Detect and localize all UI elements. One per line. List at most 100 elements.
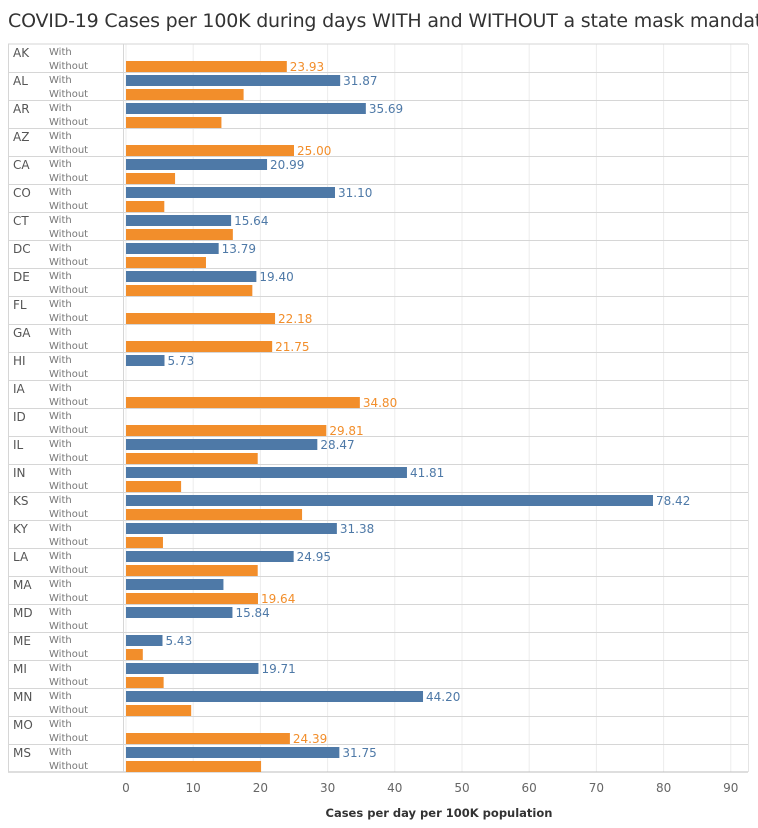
state-label: KS (13, 494, 29, 508)
bar-without (126, 61, 287, 72)
state-label: ID (13, 410, 26, 424)
x-tick-label: 10 (186, 781, 201, 795)
without-row-label: Without (49, 145, 88, 156)
without-row-label: Without (49, 761, 88, 772)
without-row-label: Without (49, 425, 88, 436)
bar-with (126, 663, 259, 674)
bar-with (126, 635, 163, 646)
data-label-without: 24.39 (293, 732, 327, 746)
with-row-label: With (49, 159, 72, 170)
with-row-label: With (49, 551, 72, 562)
bar-with (126, 579, 224, 590)
bar-with (126, 747, 340, 758)
without-row-label: Without (49, 453, 88, 464)
bar-with (126, 439, 318, 450)
data-label-with: 15.64 (234, 214, 268, 228)
bar-with (126, 495, 653, 506)
with-row-label: With (49, 411, 72, 422)
bar-without (126, 761, 262, 772)
bar-without (126, 285, 253, 296)
with-row-label: With (49, 635, 72, 646)
data-label-with: 41.81 (410, 466, 444, 480)
without-row-label: Without (49, 621, 88, 632)
data-label-with: 5.43 (165, 634, 192, 648)
with-row-label: With (49, 299, 72, 310)
data-label-without: 19.64 (261, 592, 295, 606)
bar-with (126, 243, 219, 254)
data-label-with: 19.71 (261, 662, 295, 676)
bar-without (126, 677, 164, 688)
state-label: LA (13, 550, 29, 564)
data-label-with: 28.47 (320, 438, 354, 452)
bar-without (126, 257, 206, 268)
without-row-label: Without (49, 229, 88, 240)
with-row-label: With (49, 47, 72, 58)
with-row-label: With (49, 131, 72, 142)
with-row-label: With (49, 439, 72, 450)
data-label-without: 25.00 (297, 144, 331, 158)
with-row-label: With (49, 523, 72, 534)
with-row-label: With (49, 271, 72, 282)
bar-with (126, 159, 268, 170)
data-label-with: 31.87 (343, 74, 377, 88)
bar-with (126, 551, 294, 562)
with-row-label: With (49, 579, 72, 590)
x-tick-label: 90 (723, 781, 738, 795)
x-tick-label: 0 (122, 781, 130, 795)
data-label-with: 78.42 (656, 494, 690, 508)
x-tick-label: 40 (387, 781, 402, 795)
bar-without (126, 341, 273, 352)
x-tick-label: 20 (253, 781, 268, 795)
bar-with (126, 467, 407, 478)
data-label-without: 29.81 (329, 424, 363, 438)
data-label-with: 31.75 (342, 746, 376, 760)
with-row-label: With (49, 719, 72, 730)
state-label: CO (13, 186, 31, 200)
without-row-label: Without (49, 649, 88, 660)
bar-without (126, 481, 182, 492)
data-label-with: 44.20 (426, 690, 460, 704)
with-row-label: With (49, 663, 72, 674)
without-row-label: Without (49, 257, 88, 268)
without-row-label: Without (49, 313, 88, 324)
state-label: AL (13, 74, 28, 88)
without-row-label: Without (49, 509, 88, 520)
bar-without (126, 537, 163, 548)
x-tick-label: 30 (320, 781, 335, 795)
with-row-label: With (49, 495, 72, 506)
state-label: AZ (13, 130, 29, 144)
x-tick-label: 80 (656, 781, 671, 795)
without-row-label: Without (49, 593, 88, 604)
without-row-label: Without (49, 61, 88, 72)
data-label-without: 22.18 (278, 312, 312, 326)
data-label-without: 34.80 (363, 396, 397, 410)
with-row-label: With (49, 467, 72, 478)
bar-without (126, 173, 176, 184)
with-row-label: With (49, 607, 72, 618)
data-label-with: 5.73 (168, 354, 195, 368)
bar-without (126, 89, 244, 100)
bar-with (126, 75, 341, 86)
bar-with (126, 691, 424, 702)
data-label-with: 31.10 (338, 186, 372, 200)
bar-without (126, 733, 290, 744)
state-label: GA (13, 326, 31, 340)
bar-without (126, 117, 222, 128)
state-label: CT (13, 214, 29, 228)
state-label: HI (13, 354, 26, 368)
bar-with (126, 523, 337, 534)
with-row-label: With (49, 215, 72, 226)
state-label: FL (13, 298, 27, 312)
state-label: KY (13, 522, 28, 536)
without-row-label: Without (49, 285, 88, 296)
bar-with (126, 103, 366, 114)
chart-title: COVID-19 Cases per 100K during days WITH… (8, 10, 758, 32)
state-label: IL (13, 438, 24, 452)
state-label: MI (13, 662, 27, 676)
without-row-label: Without (49, 173, 88, 184)
without-row-label: Without (49, 201, 88, 212)
with-row-label: With (49, 75, 72, 86)
without-row-label: Without (49, 341, 88, 352)
with-row-label: With (49, 691, 72, 702)
